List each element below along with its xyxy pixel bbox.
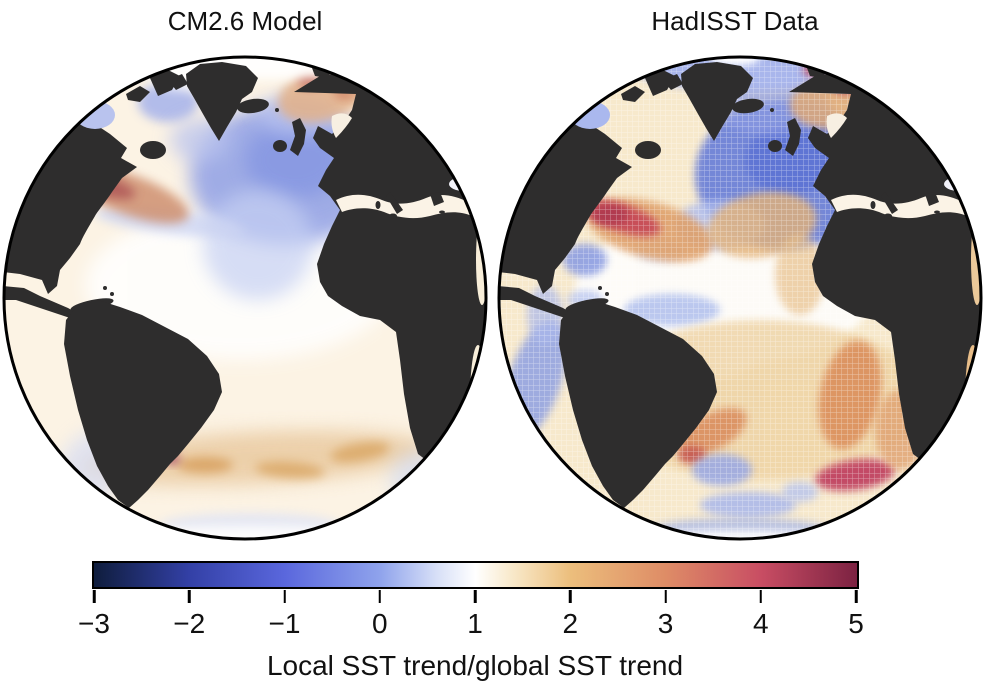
tick-label: −1 bbox=[268, 608, 301, 639]
tick-label: −3 bbox=[78, 608, 110, 639]
tick-label: 2 bbox=[562, 608, 579, 639]
colorbar-tick bbox=[569, 590, 572, 603]
colorbar-tick bbox=[854, 590, 858, 603]
colorbar-tick bbox=[378, 590, 381, 603]
colorbar-tick bbox=[283, 590, 286, 603]
colorbar-tick bbox=[759, 590, 762, 603]
tick-label: 4 bbox=[752, 608, 769, 639]
colorbar-ticks bbox=[92, 590, 858, 604]
globe-cm26-model bbox=[4, 57, 486, 539]
colorbar-track bbox=[92, 561, 859, 589]
hudson-bay-right bbox=[570, 101, 610, 129]
colorbar-tick bbox=[473, 590, 477, 603]
tick-label: −2 bbox=[173, 608, 206, 639]
globe-outline-left bbox=[2, 55, 488, 541]
colorbar-tick bbox=[664, 590, 667, 603]
panel-title-hadisst: HadISST Data bbox=[651, 6, 819, 36]
tick-label: 1 bbox=[467, 608, 483, 639]
colorbar-tick bbox=[92, 590, 96, 603]
tick-label: 3 bbox=[657, 608, 674, 639]
colorbar-gradient bbox=[94, 563, 857, 587]
globe-hadisst bbox=[499, 57, 981, 539]
colorbar-tick bbox=[188, 590, 191, 603]
panel-title-cm26: CM2.6 Model bbox=[167, 6, 323, 36]
tick-label: 0 bbox=[371, 608, 388, 639]
globe-outline-right bbox=[497, 55, 983, 541]
colorbar-tick-labels: −3 −2 −1 0 1 2 3 4 5 bbox=[78, 608, 864, 642]
tick-label: 5 bbox=[848, 608, 864, 639]
colorbar-axis-label: Local SST trend/global SST trend bbox=[266, 650, 684, 681]
globes-canvas bbox=[2, 55, 983, 541]
hudson-bay bbox=[75, 101, 115, 129]
